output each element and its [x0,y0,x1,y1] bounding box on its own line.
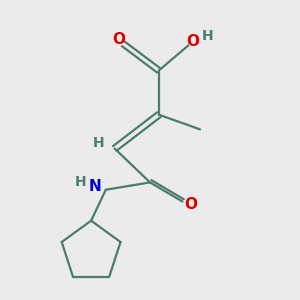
Text: O: O [112,32,126,47]
Text: H: H [202,29,213,43]
Text: N: N [88,179,101,194]
Text: H: H [93,136,104,150]
Text: O: O [185,197,198,212]
Text: H: H [75,176,87,189]
Text: O: O [186,34,199,49]
